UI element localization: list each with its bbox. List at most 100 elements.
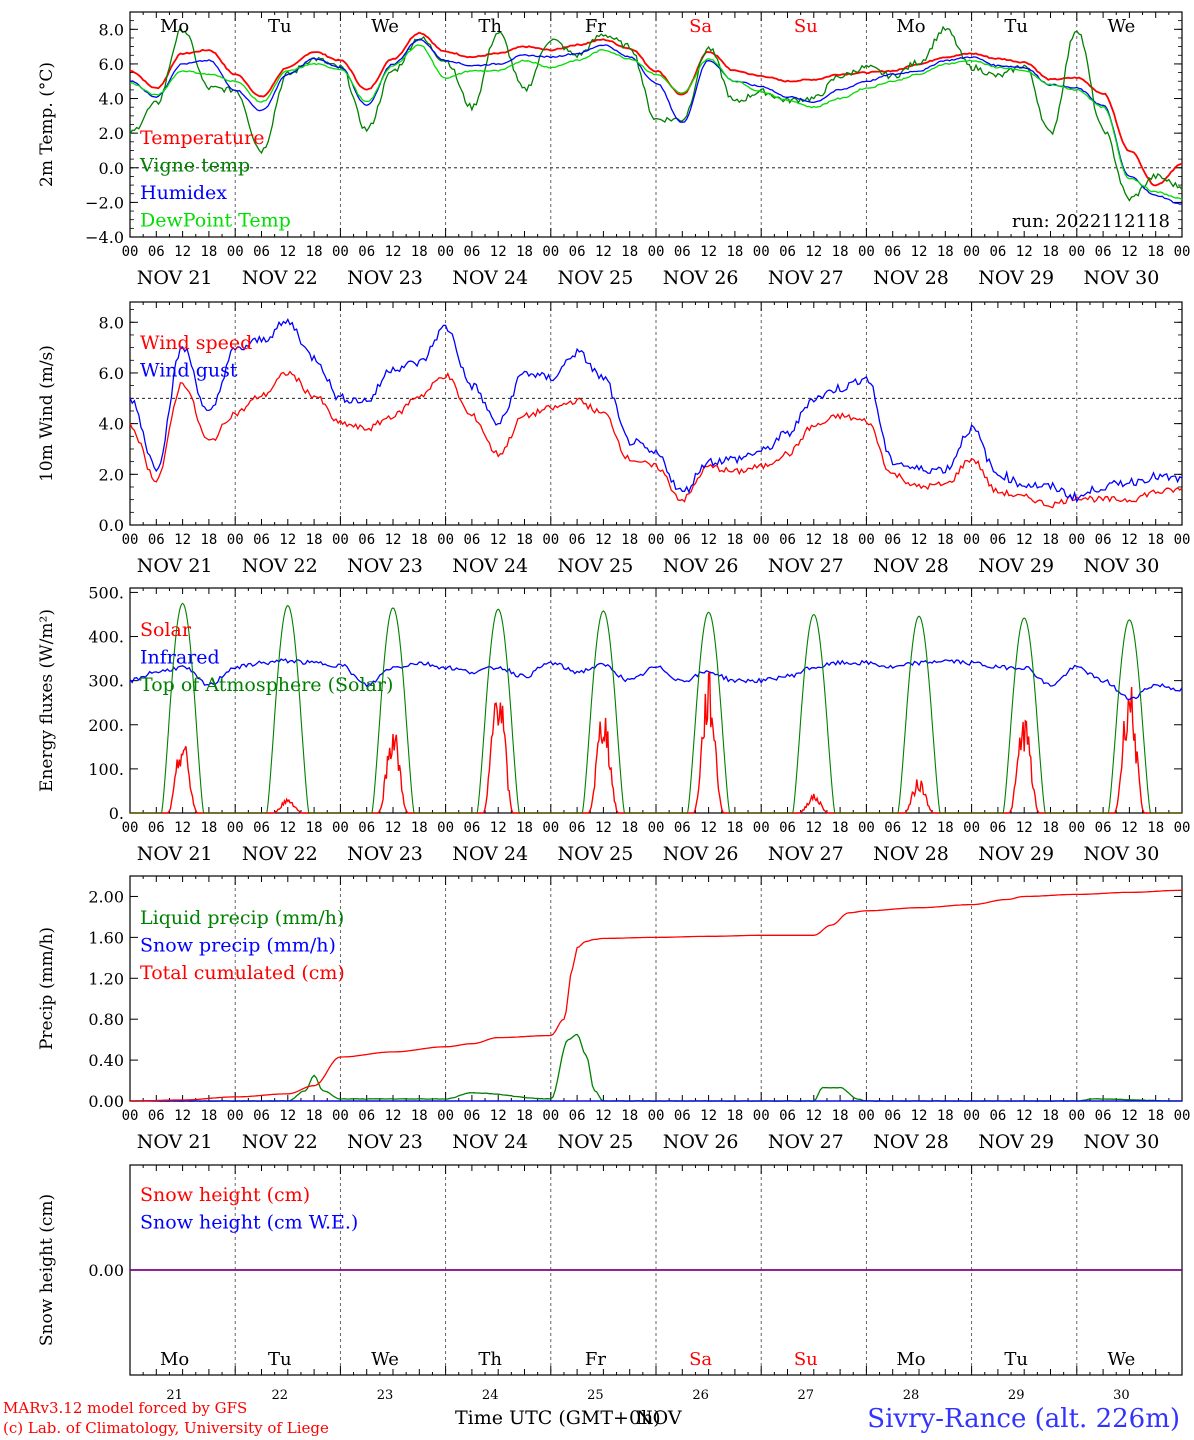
weekday-label: Tu	[1004, 1349, 1028, 1370]
y-tick-label: −4.0	[85, 228, 124, 247]
weekday-label: Mo	[896, 16, 925, 37]
hour-tick-label: 06	[358, 244, 375, 260]
hour-tick-label: 18	[726, 532, 743, 548]
hour-tick-label: 00	[753, 532, 770, 548]
hour-tick-label: 06	[989, 820, 1006, 836]
y-tick-label: 200.	[88, 716, 124, 735]
hour-tick-label: 06	[463, 820, 480, 836]
hour-tick-label: 06	[989, 244, 1006, 260]
panel-precip: 0.00 0.40 0.80 1.20 1.60 2.00 Precip (mm/h) Liq…	[37, 875, 1190, 1153]
hour-tick-label: 06	[253, 532, 270, 548]
hour-tick-label: 06	[1095, 244, 1112, 260]
lab-credit: (c) Lab. of Climatology, University of L…	[3, 1419, 329, 1437]
hour-tick-label: 12	[805, 820, 822, 836]
hour-tick-label: 00	[437, 820, 454, 836]
hour-tick-label: 06	[569, 532, 586, 548]
day-number-label: 29	[1008, 1388, 1025, 1403]
hour-tick-label: 00	[1174, 532, 1191, 548]
legend-entry: Top of Atmosphere (Solar)	[140, 674, 393, 696]
hour-tick-label: 00	[1174, 244, 1191, 260]
date-label: NOV 30	[1083, 267, 1159, 289]
y-axis-label: 10m Wind (m/s)	[37, 345, 57, 482]
hour-tick-label: 18	[621, 1108, 638, 1124]
hour-tick-label: 18	[937, 244, 954, 260]
date-label: NOV 24	[452, 1131, 528, 1153]
hour-tick-label: 06	[1095, 820, 1112, 836]
date-label: NOV 23	[347, 843, 423, 865]
hour-tick-label: 00	[648, 820, 665, 836]
hour-tick-label: 06	[884, 244, 901, 260]
date-label: NOV 23	[347, 555, 423, 577]
panel-snow: 0.00 Snow height (cm) Snow height (cm) Snow…	[37, 1164, 1183, 1403]
hour-tick-label: 06	[148, 532, 165, 548]
hour-tick-label: 00	[1068, 820, 1085, 836]
hour-tick-label: 00	[542, 820, 559, 836]
legend-entry: Liquid precip (mm/h)	[140, 907, 344, 929]
y-axis-label: 2m Temp. (°C)	[37, 62, 57, 187]
weekday-label: Tu	[268, 16, 292, 37]
day-number-label: 25	[587, 1388, 604, 1403]
hour-tick-label: 00	[437, 532, 454, 548]
hour-tick-label: 00	[963, 820, 980, 836]
hour-tick-label: 06	[358, 532, 375, 548]
series-line-temperature	[129, 31, 1183, 187]
panel-flux: 0. 100. 200. 300. 400. 500. Energy fluxes (W/m…	[37, 583, 1190, 865]
legend-entry: DewPoint Temp	[140, 210, 291, 232]
hour-tick-label: 12	[490, 820, 507, 836]
hour-tick-label: 06	[463, 532, 480, 548]
date-label: NOV 27	[768, 555, 844, 577]
date-label: NOV 27	[768, 1131, 844, 1153]
y-tick-label: 2.0	[99, 465, 124, 484]
hour-tick-label: 12	[174, 1108, 191, 1124]
weekday-label: We	[1108, 1349, 1136, 1370]
hour-tick-label: 12	[595, 532, 612, 548]
hour-tick-label: 06	[358, 1108, 375, 1124]
date-label: NOV 29	[978, 555, 1054, 577]
hour-tick-label: 00	[542, 1108, 559, 1124]
series-line-humidex	[129, 38, 1183, 205]
date-label: NOV 28	[873, 843, 949, 865]
y-axis-label: Snow height (cm)	[37, 1194, 57, 1346]
date-label: NOV 24	[452, 555, 528, 577]
hour-tick-label: 12	[1016, 532, 1033, 548]
date-label: NOV 27	[768, 843, 844, 865]
hour-tick-label: 06	[779, 1108, 796, 1124]
hour-tick-label: 12	[1121, 532, 1138, 548]
hour-tick-label: 18	[937, 820, 954, 836]
hour-tick-label: 06	[253, 244, 270, 260]
run-label: run: 2022112118	[1012, 211, 1170, 232]
hour-tick-label: 12	[1016, 820, 1033, 836]
weekday-label: Mo	[160, 16, 189, 37]
hour-tick-label: 18	[411, 1108, 428, 1124]
hour-tick-label: 12	[700, 1108, 717, 1124]
hour-tick-label: 12	[279, 820, 296, 836]
date-label: NOV 23	[347, 267, 423, 289]
y-tick-label: 0.40	[88, 1051, 124, 1070]
weekday-label: We	[371, 1349, 399, 1370]
date-label: NOV 30	[1083, 1131, 1159, 1153]
hour-tick-label: 06	[148, 244, 165, 260]
hour-tick-label: 18	[306, 820, 323, 836]
hour-tick-label: 06	[779, 820, 796, 836]
hour-tick-label: 06	[779, 532, 796, 548]
y-axis-label: Energy fluxes (W/m²)	[37, 609, 57, 792]
panel-temp: −4.0 −2.0 0.0 2.0 4.0 6.0 8.0 2m Temp. (°C) Temp…	[37, 11, 1191, 289]
hour-tick-label: 18	[306, 1108, 323, 1124]
hour-tick-label: 12	[911, 244, 928, 260]
date-label: NOV 21	[137, 267, 213, 289]
hour-tick-label: 12	[911, 532, 928, 548]
y-tick-label: 0.80	[88, 1010, 124, 1029]
date-label: NOV 21	[137, 1131, 213, 1153]
hour-tick-label: 00	[332, 244, 349, 260]
day-number-label: 26	[692, 1388, 709, 1403]
hour-tick-label: 00	[648, 244, 665, 260]
hour-tick-label: 18	[1147, 244, 1164, 260]
hour-tick-label: 18	[1042, 532, 1059, 548]
legend-entry: Humidex	[140, 182, 227, 204]
date-label: NOV 25	[557, 1131, 633, 1153]
hour-tick-label: 18	[1147, 1108, 1164, 1124]
y-tick-label: 500.	[88, 583, 124, 602]
y-axis-label: Precip (mm/h)	[37, 927, 57, 1050]
hour-tick-label: 18	[1042, 1108, 1059, 1124]
hour-tick-label: 00	[753, 820, 770, 836]
